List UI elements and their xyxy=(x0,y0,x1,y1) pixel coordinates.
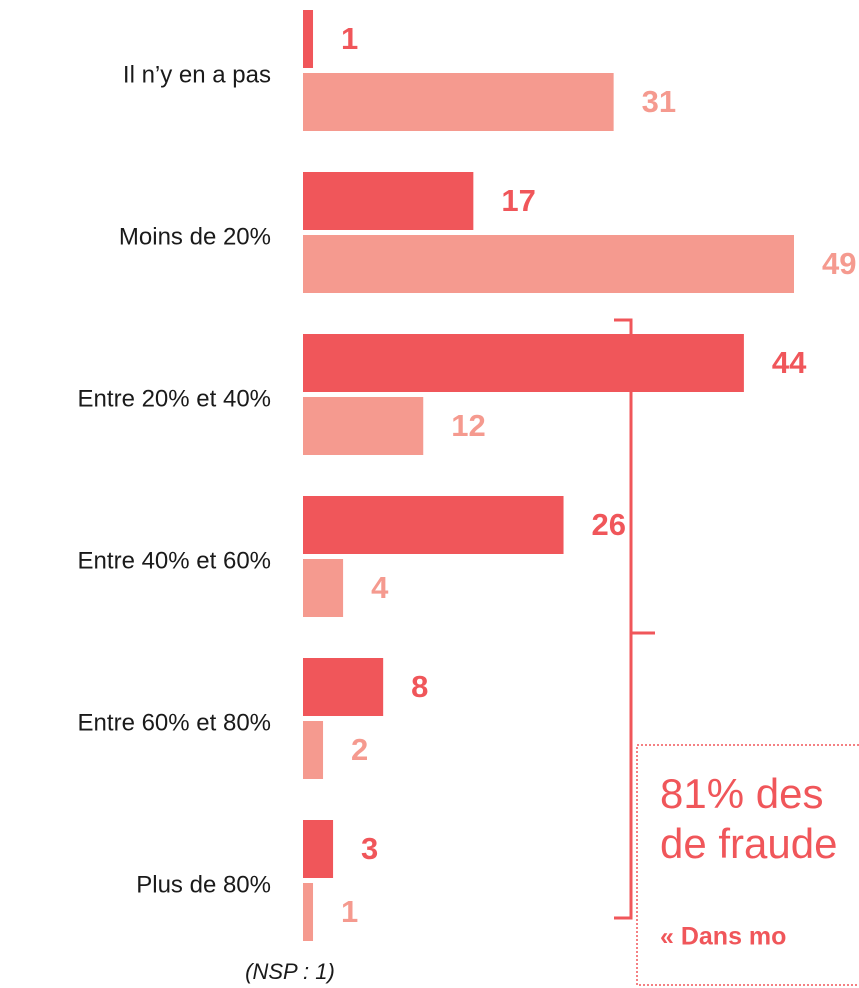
value-label: 17 xyxy=(501,183,535,218)
value-label: 1 xyxy=(341,894,358,929)
category-label: Entre 40% et 60% xyxy=(78,547,271,574)
value-label: 44 xyxy=(772,345,807,380)
value-label: 31 xyxy=(642,84,676,119)
value-label: 1 xyxy=(341,21,358,56)
bar xyxy=(303,883,314,941)
category-label: Entre 20% et 40% xyxy=(78,385,271,412)
bar xyxy=(303,334,744,392)
category-label: Il n’y en a pas xyxy=(123,61,271,88)
bracket-line xyxy=(614,318,633,920)
bar xyxy=(303,559,344,617)
value-label: 2 xyxy=(351,732,368,767)
value-label: 3 xyxy=(361,831,378,866)
callout-quote: « Dans mo xyxy=(660,923,786,951)
value-label: 26 xyxy=(592,507,626,542)
bar xyxy=(303,73,614,131)
note: (NSP : 1) xyxy=(245,959,335,984)
bar xyxy=(303,10,314,68)
value-label: 8 xyxy=(411,669,428,704)
bracket xyxy=(614,318,655,920)
bar xyxy=(303,235,794,293)
callout-text: 81% des xyxy=(660,770,823,817)
value-label: 49 xyxy=(822,246,856,281)
bar xyxy=(303,820,334,878)
value-label: 12 xyxy=(451,408,485,443)
category-label: Moins de 20% xyxy=(119,223,271,250)
bar xyxy=(303,496,564,554)
bar xyxy=(303,172,474,230)
callout-box xyxy=(636,744,859,986)
category-label: Entre 60% et 80% xyxy=(78,709,271,736)
bar xyxy=(303,721,324,779)
value-label: 4 xyxy=(371,570,389,605)
callout-text: de fraude xyxy=(660,820,837,867)
bar xyxy=(303,658,384,716)
category-label: Plus de 80% xyxy=(136,871,271,898)
bar xyxy=(303,397,424,455)
